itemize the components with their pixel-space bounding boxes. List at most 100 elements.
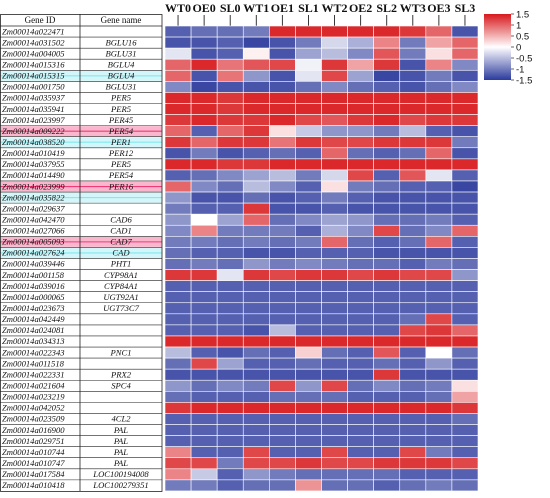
heatmap-cell [321, 313, 348, 326]
heatmap-cell [190, 324, 218, 337]
gene-id-cell: Zm00014a017584 [2, 469, 65, 479]
heatmap-cell [164, 479, 192, 492]
gene-id-cell: Zm00014a039446 [2, 259, 65, 269]
heatmap-cell [373, 446, 401, 459]
heatmap-cell [373, 435, 401, 447]
heatmap-cell [295, 391, 322, 403]
heatmap-cell [190, 302, 218, 315]
heatmap-cell [373, 180, 401, 193]
heatmap-cell [451, 58, 479, 71]
heatmap-cell [321, 457, 348, 470]
heatmap-cell [373, 379, 401, 392]
heatmap-cell [164, 269, 192, 281]
heatmap-cell [242, 379, 270, 392]
heatmap-cells [164, 25, 479, 492]
heatmap-cell [425, 391, 453, 403]
heatmap-cell [190, 446, 218, 459]
heatmap-cell [190, 313, 218, 326]
heatmap-cell [373, 236, 401, 248]
gene-id-cell: Zm00014a023673 [2, 303, 65, 313]
heatmap-cell [190, 468, 218, 481]
heatmap-cell [321, 158, 348, 171]
heatmap-cell [425, 446, 453, 459]
heatmap-cell [216, 291, 244, 304]
heatmap-cell [425, 147, 453, 160]
heatmap-cell [347, 379, 374, 392]
heatmap-cell [321, 435, 348, 447]
heatmap-cell [347, 324, 374, 337]
heatmap-cell [242, 424, 270, 436]
heatmap-cell [399, 402, 427, 414]
heatmap-cell [451, 468, 479, 481]
heatmap-cell [451, 258, 479, 270]
gene-id-cell: Zm00014a042052 [2, 403, 65, 413]
heatmap-cell [269, 81, 296, 93]
heatmap-cell [321, 213, 348, 226]
heatmap-cell [399, 324, 427, 337]
heatmap-cell [295, 147, 322, 160]
heatmap-cell [347, 280, 374, 292]
heatmap-cell [164, 36, 192, 49]
heatmap-cell [190, 413, 218, 425]
gene-name-cell: LOC100194008 [92, 469, 149, 479]
heatmap-cell [451, 236, 479, 248]
heatmap-cell [190, 25, 218, 38]
heatmap-cell [321, 402, 348, 414]
heatmap-cell [347, 446, 374, 459]
heatmap-cell [347, 269, 374, 281]
heatmap-cell [295, 125, 322, 137]
heatmap-cell [425, 58, 453, 71]
heatmap-cell [190, 103, 218, 115]
heatmap-cell [321, 236, 348, 248]
heatmap-cell [425, 213, 453, 226]
heatmap-cell [399, 457, 427, 470]
heatmap-cell [164, 258, 192, 270]
heatmap-cell [399, 69, 427, 82]
gene-name-cell: 4CL2 [111, 414, 131, 424]
heatmap-cell [164, 136, 192, 149]
heatmap-cell [164, 147, 192, 160]
heatmap-cell [399, 258, 427, 270]
heatmap-cell [321, 269, 348, 281]
gene-name-cell: PER54 [108, 126, 134, 136]
heatmap-cell [451, 114, 479, 126]
heatmap-cell [451, 136, 479, 149]
heatmap-cell [164, 69, 192, 82]
heatmap-cell [373, 36, 401, 49]
heatmap-cell [216, 147, 244, 160]
heatmap-cell [216, 258, 244, 270]
heatmap-cell [321, 47, 348, 60]
heatmap-cell [399, 191, 427, 204]
heatmap-cell [321, 180, 348, 193]
column-label: SL3 [455, 1, 476, 15]
heatmap-cell [190, 457, 218, 470]
heatmap-cell [242, 324, 270, 337]
heatmap-cell [269, 136, 296, 149]
heatmap-cell [347, 313, 374, 326]
heatmap-cell [451, 158, 479, 171]
gene-id-cell: Zm00014a023997 [2, 115, 65, 125]
heatmap-cell [295, 25, 322, 38]
heatmap-cell [347, 202, 374, 215]
heatmap-cell [399, 479, 427, 492]
heatmap-cell [425, 81, 453, 93]
heatmap-cell [242, 402, 270, 414]
heatmap-cell [242, 81, 270, 93]
heatmap-cell [321, 357, 348, 370]
legend-tick-label: -1 [516, 64, 524, 75]
heatmap-cell [373, 158, 401, 171]
heatmap-cell [321, 391, 348, 403]
heatmap-cell [242, 236, 270, 248]
heatmap-cell [216, 357, 244, 370]
heatmap-cell [164, 368, 192, 381]
gene-id-cell: Zm00014a021604 [2, 381, 65, 391]
heatmap-cell [164, 158, 192, 171]
heatmap-cell [347, 413, 374, 425]
heatmap-cell [347, 247, 374, 259]
heatmap-cell [164, 402, 192, 414]
heatmap-cell [399, 213, 427, 226]
heatmap-cell [295, 446, 322, 459]
heatmap-cell [242, 446, 270, 459]
gene-id-cell: Zm00014a022331 [2, 369, 65, 379]
heatmap-cell [164, 413, 192, 425]
